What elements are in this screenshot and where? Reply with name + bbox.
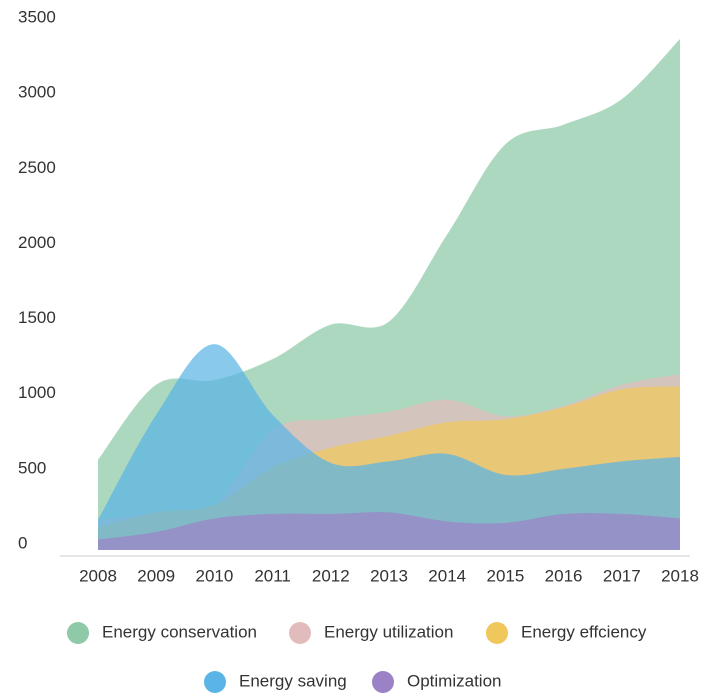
area xyxy=(98,512,680,550)
x-tick-label: 2017 xyxy=(603,566,641,585)
x-tick-label: 2012 xyxy=(312,566,350,585)
y-tick-label: 3500 xyxy=(18,7,56,26)
legend-marker xyxy=(372,671,394,693)
x-tick-label: 2011 xyxy=(254,566,291,585)
x-tick-label: 2018 xyxy=(661,566,699,585)
x-tick-label: 2009 xyxy=(137,566,175,585)
legend-label: Energy saving xyxy=(239,671,347,690)
legend-marker xyxy=(289,622,311,644)
legend-marker xyxy=(204,671,226,693)
y-tick-label: 2500 xyxy=(18,158,56,177)
x-tick-label: 2014 xyxy=(428,566,466,585)
legend-label: Energy utilization xyxy=(324,622,453,641)
x-tick-label: 2008 xyxy=(79,566,117,585)
area xyxy=(98,344,680,550)
y-tick-label: 1500 xyxy=(18,308,56,327)
legend-marker xyxy=(486,622,508,644)
x-tick-label: 2015 xyxy=(486,566,524,585)
y-tick-label: 1000 xyxy=(18,383,56,402)
x-tick-label: 2016 xyxy=(545,566,583,585)
y-tick-label: 3000 xyxy=(18,83,56,102)
legend-label: Optimization xyxy=(407,671,501,690)
y-tick-label: 2000 xyxy=(18,233,56,252)
legend-label: Energy conservation xyxy=(102,622,257,641)
legend-label: Energy effciency xyxy=(521,622,647,641)
legend-marker xyxy=(67,622,89,644)
y-tick-label: 0 xyxy=(18,533,27,552)
x-tick-label: 2010 xyxy=(195,566,233,585)
x-tick-label: 2013 xyxy=(370,566,408,585)
y-tick-label: 500 xyxy=(18,458,46,477)
